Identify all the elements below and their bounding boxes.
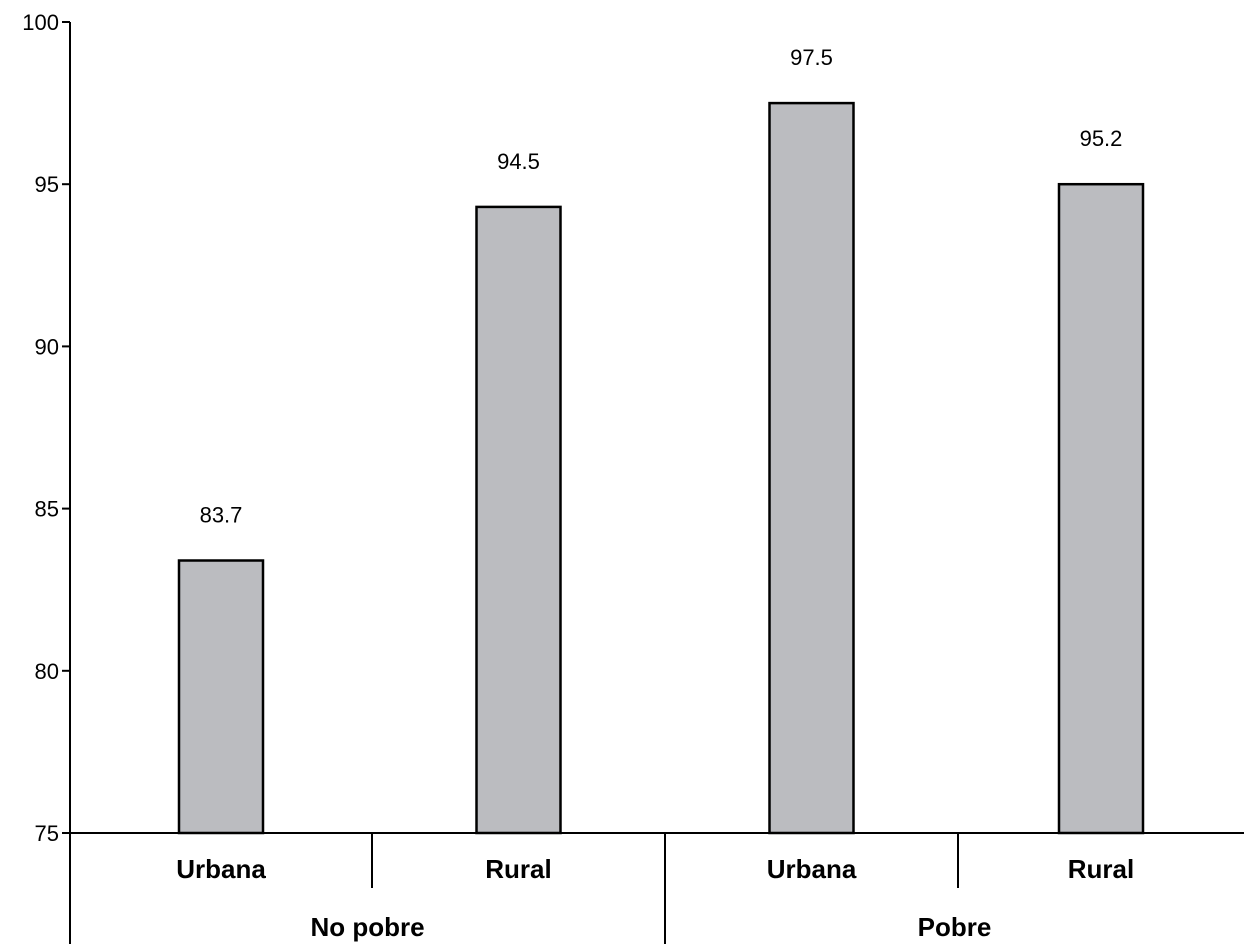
data-label: 95.2 [1080,126,1123,151]
y-axis-ticks: 75 80 85 90 95 100 [22,10,70,846]
category-label: Urbana [767,854,857,884]
category-label: Urbana [176,854,266,884]
y-tick-label: 95 [35,172,59,197]
group-label: Pobre [918,912,992,942]
category-labels: Urbana Rural Urbana Rural No pobre Pobre [176,854,1134,942]
y-tick-label: 85 [35,497,59,522]
data-label: 97.5 [790,45,833,70]
y-tick-label: 80 [35,659,59,684]
data-label: 94.5 [497,149,540,174]
bar [1057,182,1145,835]
category-label: Rural [1068,854,1134,884]
y-tick-label: 100 [22,10,59,35]
bar [768,101,855,835]
y-tick-label: 90 [35,334,59,359]
group-label: No pobre [310,912,424,942]
category-label: Rural [485,854,551,884]
bar [475,205,562,835]
y-tick-label: 75 [35,821,59,846]
data-labels: 83.7 94.5 97.5 95.2 [200,45,1123,527]
bars [177,101,1145,835]
bar [177,559,265,835]
data-label: 83.7 [200,503,243,528]
